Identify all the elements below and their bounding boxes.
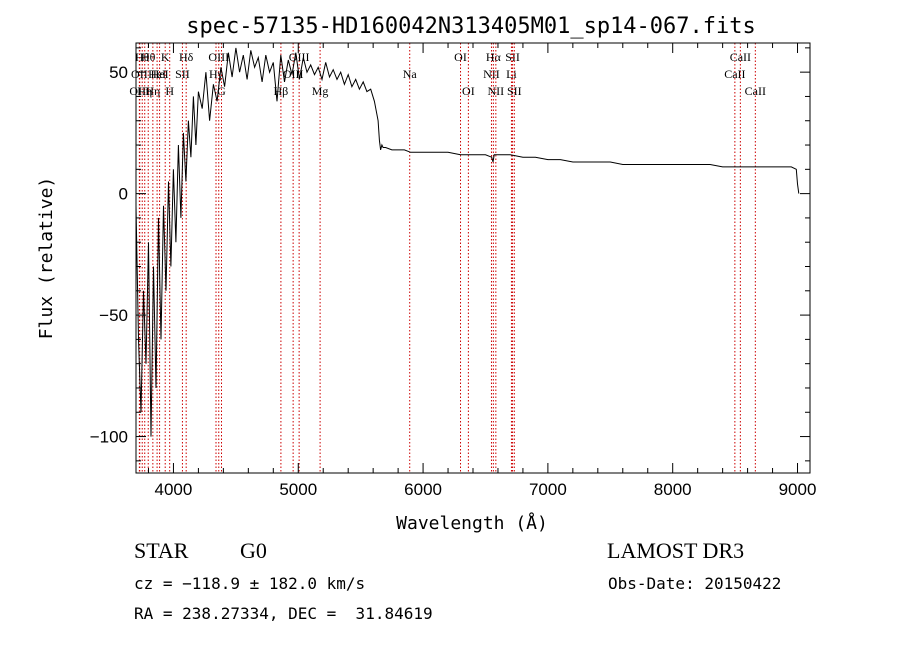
y-tick-label: −100: [90, 428, 128, 447]
observation-date: Obs-Date: 20150422: [608, 574, 782, 593]
marker-label-25: Li: [506, 67, 517, 81]
marker-label-0: Hθ: [135, 50, 150, 64]
y-tick-label: −50: [99, 306, 128, 325]
marker-label-14: G: [217, 84, 226, 98]
marker-label-19: Na: [403, 67, 418, 81]
plot-frame: [135, 42, 811, 474]
marker-label-13: OIII: [208, 50, 229, 64]
marker-label-27: SII: [507, 84, 522, 98]
x-tick-label: 7000: [529, 480, 567, 499]
marker-label-11: Hδ: [179, 50, 194, 64]
x-tick-label: 8000: [654, 480, 692, 499]
ra-dec-coordinates: RA = 238.27334, DEC = 31.84619: [134, 604, 433, 623]
x-tick-label: 5000: [279, 480, 317, 499]
x-tick-label: 9000: [779, 480, 817, 499]
x-axis-label: Wavelength (Å): [396, 512, 548, 534]
marker-label-29: CaII: [730, 50, 751, 64]
spectrum-line: [135, 47, 800, 437]
marker-label-9: H: [165, 84, 174, 98]
y-axis-label: Flux (relative): [36, 177, 57, 340]
marker-label-4: Hθ: [141, 50, 156, 64]
x-tick-label: 6000: [404, 480, 442, 499]
y-tick-label: 0: [119, 185, 128, 204]
marker-label-21: OI: [462, 84, 475, 98]
marker-label-8: K: [161, 50, 170, 64]
object-class: STAR: [134, 538, 189, 563]
survey-name: LAMOST DR3: [607, 538, 745, 563]
marker-label-2: OIII: [129, 84, 150, 98]
marker-label-5: Hη: [145, 84, 160, 98]
x-tick-label: 4000: [155, 480, 193, 499]
axis-ticks: 4000 5000 6000 7000 8000 9000 −100 −50 0 50: [90, 43, 817, 499]
y-tick-label: 50: [109, 63, 128, 82]
marker-label-26: SII: [505, 50, 520, 64]
marker-label-24: NII: [488, 84, 505, 98]
marker-label-7: HeI: [151, 67, 169, 81]
chart-title: spec-57135-HD160042N313405M01_sp14-067.f…: [186, 14, 756, 39]
marker-label-17: OIII: [289, 50, 310, 64]
redshift-velocity: cz = −118.9 ± 182.0 km/s: [134, 574, 366, 593]
marker-label-22: NII: [483, 67, 500, 81]
marker-label-28: CaII: [724, 67, 745, 81]
marker-label-1: OII: [131, 67, 148, 81]
marker-label-10: SII: [175, 67, 190, 81]
marker-label-3: Hη: [137, 84, 152, 98]
marker-label-18: Mg: [312, 84, 329, 98]
marker-label-6: HeI: [148, 67, 166, 81]
marker-label-23: Hα: [486, 50, 502, 64]
subclass: G0: [240, 538, 267, 563]
marker-label-20: OI: [454, 50, 467, 64]
marker-label-30: CaII: [745, 84, 766, 98]
